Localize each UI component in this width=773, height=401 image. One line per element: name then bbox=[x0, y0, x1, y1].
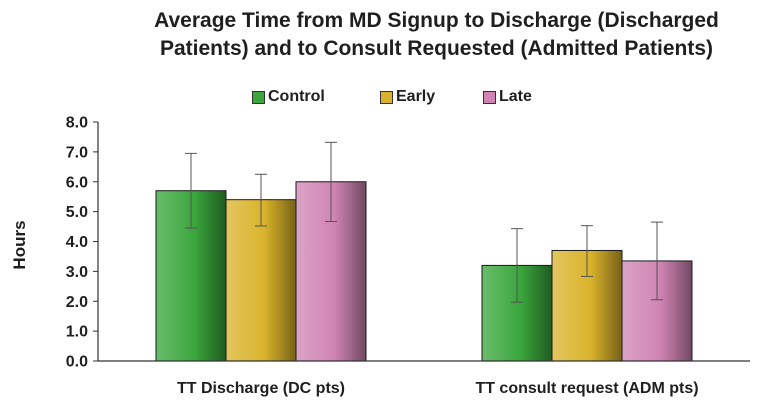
error-bar-control-0 bbox=[185, 152, 197, 229]
x-tick-label-1: TT consult request (ADM pts) bbox=[475, 380, 698, 397]
y-tick-label-5: 5.0 bbox=[66, 204, 88, 221]
bar-early-0 bbox=[225, 199, 297, 362]
legend: Control Early Late bbox=[0, 85, 773, 109]
y-tick-label-2: 2.0 bbox=[66, 294, 88, 311]
chart-title-line-1: Average Time from MD Signup to Discharge… bbox=[154, 9, 719, 32]
legend-item-early: Early bbox=[380, 85, 435, 109]
y-axis-label: Hours bbox=[10, 220, 29, 269]
legend-label-control: Control bbox=[268, 88, 325, 105]
error-bar-late-0 bbox=[325, 141, 337, 222]
y-tick-label-4: 4.0 bbox=[66, 234, 88, 251]
legend-label-early: Early bbox=[396, 88, 436, 105]
legend-swatch-early bbox=[380, 90, 393, 104]
chart-title-line-2: Patients) and to Consult Requested (Admi… bbox=[159, 37, 714, 60]
x-tick-label-0: TT Discharge (DC pts) bbox=[177, 380, 345, 397]
error-bar-late-1 bbox=[651, 221, 663, 301]
error-bar-control-1 bbox=[511, 228, 523, 303]
y-tick-label-7: 7.0 bbox=[66, 144, 88, 161]
legend-item-late: Late bbox=[483, 85, 532, 109]
error-bar-early-0 bbox=[255, 173, 267, 227]
error-bar-early-1 bbox=[581, 225, 593, 277]
legend-swatch-late bbox=[483, 90, 496, 104]
y-tick-label-1: 1.0 bbox=[66, 324, 88, 341]
legend-swatch-control bbox=[252, 90, 265, 104]
y-tick-label-8: 8.0 bbox=[66, 115, 88, 132]
y-tick-label-0: 0.0 bbox=[66, 354, 88, 371]
y-tick-label-6: 6.0 bbox=[66, 174, 88, 191]
legend-item-control: Control bbox=[252, 85, 325, 109]
legend-label-late: Late bbox=[499, 88, 532, 105]
y-tick-label-3: 3.0 bbox=[66, 264, 88, 281]
